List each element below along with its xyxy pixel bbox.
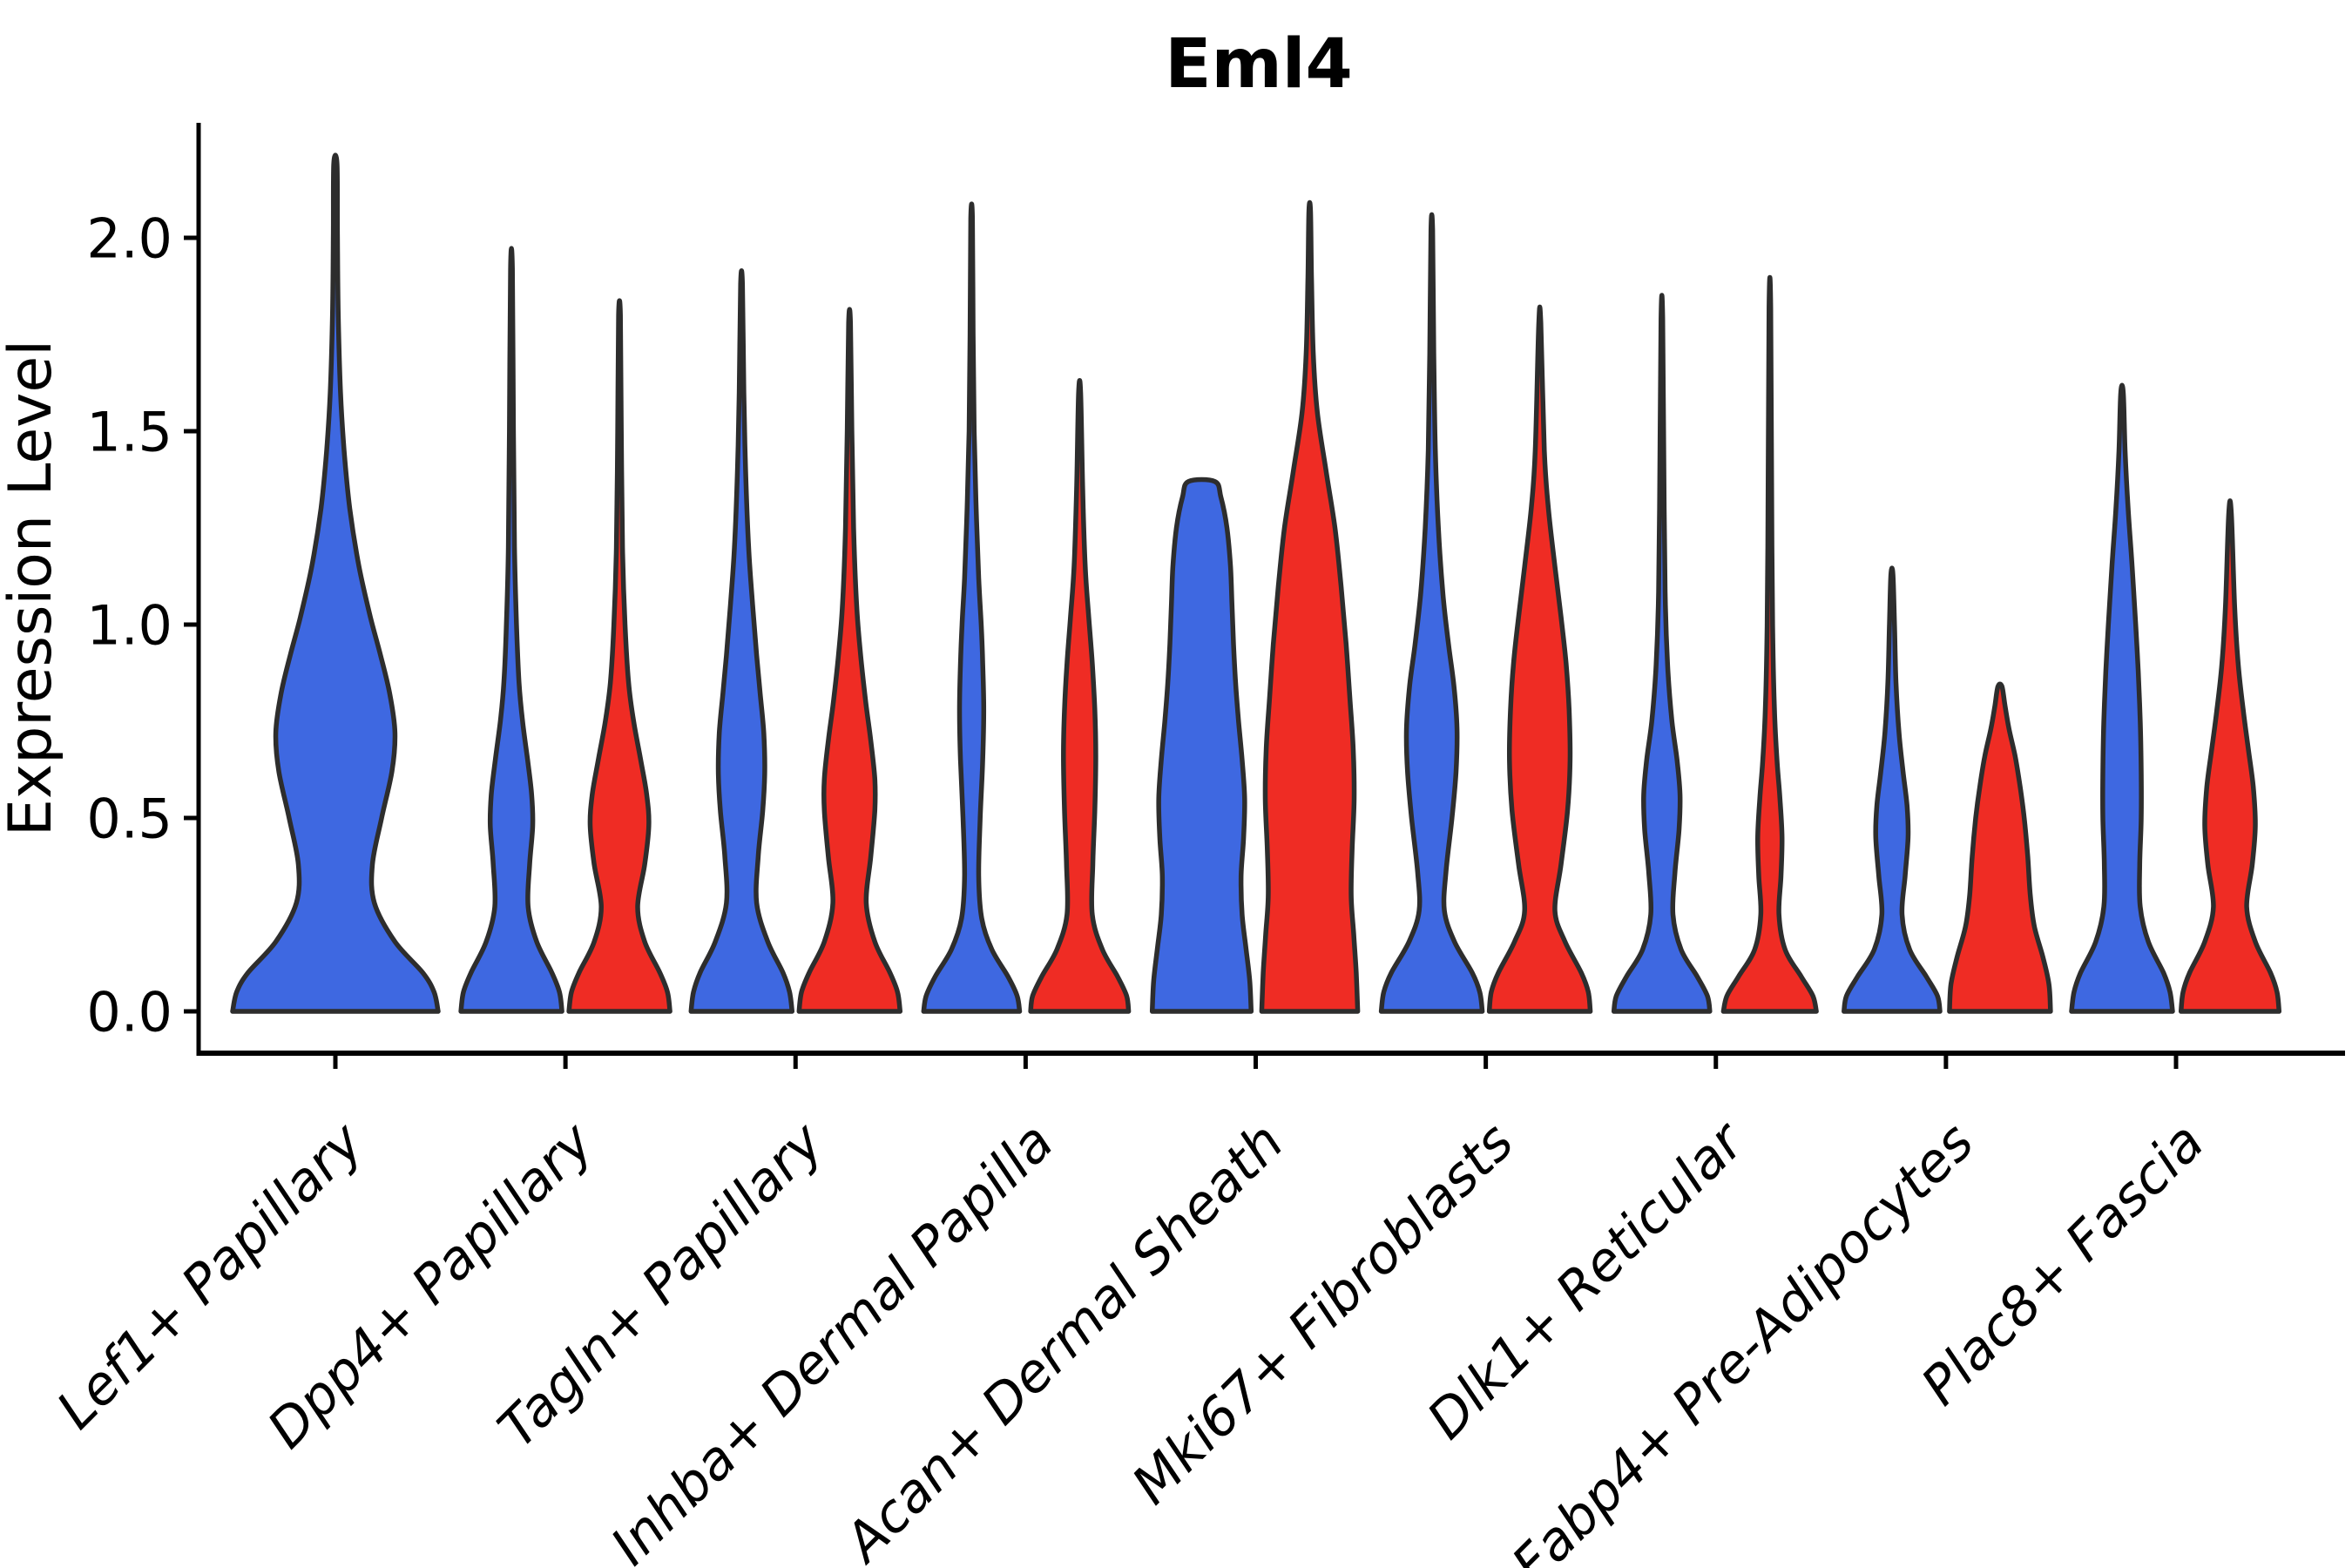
- violin-inhba-dermal-papilla-red: [1028, 377, 1132, 1014]
- violin-tagln-papillary-blue: [688, 268, 795, 1014]
- y-tick-label-1.0: 1.0: [86, 593, 172, 657]
- x-tick-label-acan-dermal-sheath: Acan+ Dermal Sheath: [831, 1111, 1295, 1568]
- violin-dlk1-reticular-red: [1720, 274, 1819, 1014]
- violin-plac8-fascia-red: [2178, 498, 2282, 1014]
- x-tick-label-inhba-dermal-papilla: Inhba+ Dermal Papilla: [599, 1111, 1065, 1568]
- y-tick-label-0.0: 0.0: [86, 980, 172, 1044]
- violin-acan-dermal-sheath-blue: [1149, 476, 1254, 1014]
- violin-dlk1-reticular-blue: [1611, 293, 1713, 1014]
- violin-plac8-fascia-blue: [2069, 382, 2175, 1014]
- y-tick-label-0.5: 0.5: [86, 787, 172, 850]
- x-tick-label-fabp4-pre-adipocytes: Fabp4+ Pre-Adipocytes: [1500, 1111, 1985, 1568]
- violin-lef1-papillary-blue: [230, 152, 441, 1014]
- x-tick-label-mki67-fibroblasts: Mki67+ Fibroblasts: [1120, 1111, 1525, 1516]
- axes: 0.0 0.5 1.0 1.5 2.0: [86, 123, 2345, 1069]
- violin-fabp4-pre-adipocytes-red: [1947, 681, 2053, 1014]
- violin-mki67-fibroblasts-red: [1486, 304, 1593, 1014]
- y-tick-label-1.5: 1.5: [86, 400, 172, 463]
- violin-dpp4-papillary-red: [566, 298, 672, 1014]
- violin-acan-dermal-sheath-red: [1259, 199, 1361, 1014]
- violin-tagln-papillary-red: [796, 307, 903, 1014]
- violin-dpp4-papillary-blue: [458, 246, 564, 1014]
- plot-title: Eml4: [1165, 25, 1353, 104]
- y-axis-label: Expression Level: [0, 340, 65, 836]
- violin-mki67-fibroblasts-blue: [1378, 212, 1485, 1014]
- violins-layer: [230, 152, 2282, 1014]
- violin-inhba-dermal-papilla-blue: [921, 201, 1023, 1014]
- violin-fabp4-pre-adipocytes-blue: [1842, 565, 1943, 1014]
- y-tick-label-2.0: 2.0: [86, 206, 172, 270]
